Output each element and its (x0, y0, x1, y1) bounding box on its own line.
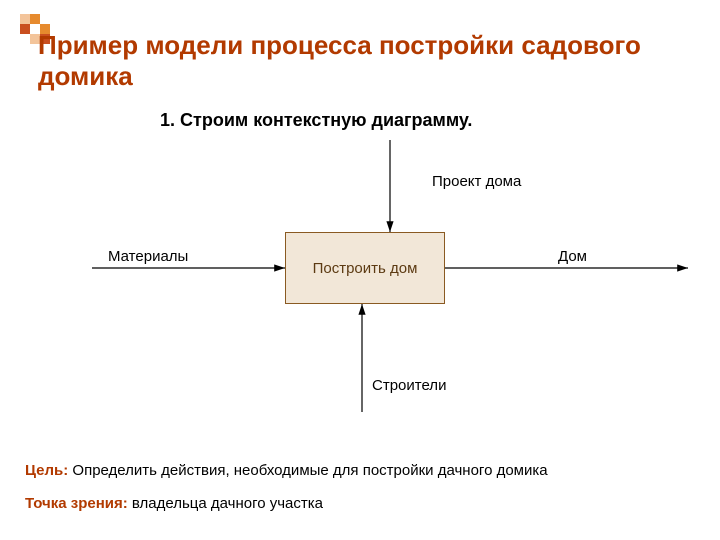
label-output: Дом (558, 248, 587, 265)
goal-line: Цель: Определить действия, необходимые д… (25, 462, 695, 479)
label-mechanism: Строители (372, 377, 446, 394)
pov-key: Точка зрения: (25, 495, 128, 512)
slide: { "logo": { "cells": [ "#f3c49a", "#e68a… (0, 0, 720, 540)
goal-text: Определить действия, необходимые для пос… (68, 462, 547, 479)
goal-key: Цель: (25, 462, 68, 479)
process-box-label: Построить дом (313, 260, 418, 277)
process-box: Построить дом (285, 232, 445, 304)
pov-text: владельца дачного участка (128, 495, 323, 512)
context-diagram: Построить дом Материалы Дом Проект дома … (0, 0, 720, 540)
label-input: Материалы (108, 248, 188, 265)
pov-line: Точка зрения: владельца дачного участка (25, 495, 695, 512)
label-control: Проект дома (432, 173, 521, 190)
